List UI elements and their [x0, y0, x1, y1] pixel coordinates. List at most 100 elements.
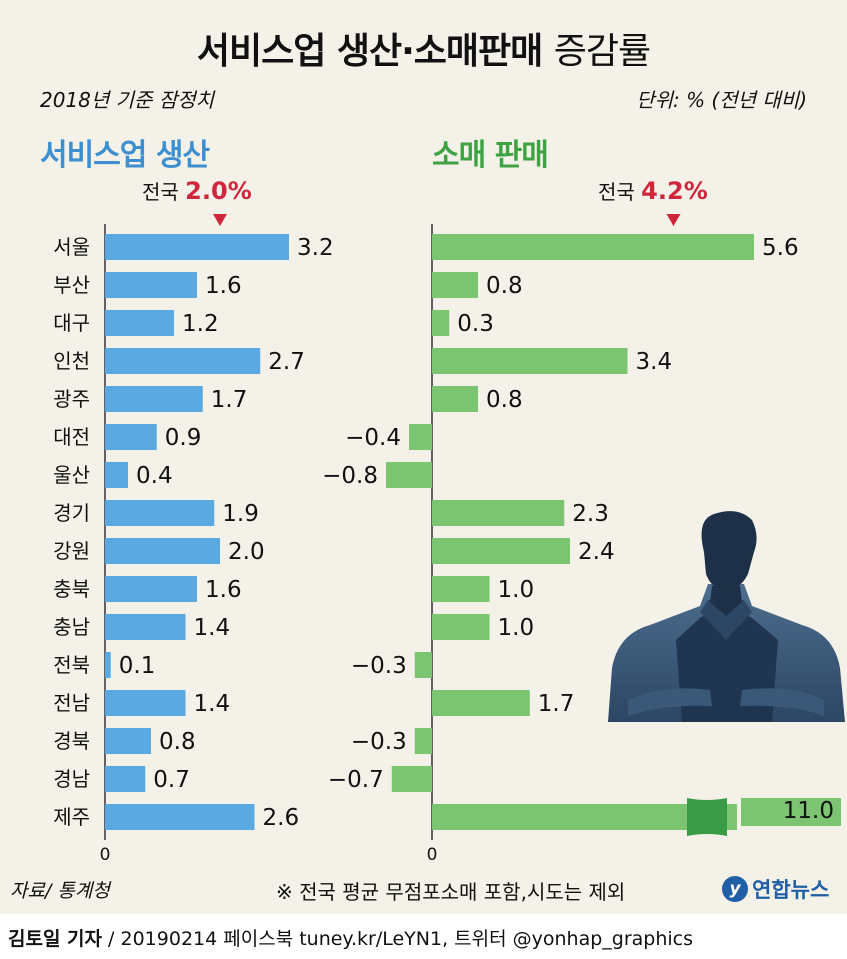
- yonhap-logo: y 연합뉴스: [722, 874, 829, 904]
- retail-bar: [391, 766, 432, 792]
- data-source: 자료/ 통계청: [10, 880, 110, 902]
- category-label: 경북: [53, 729, 90, 753]
- services-value-label: 1.4: [194, 691, 231, 717]
- retail-bar: [432, 804, 737, 830]
- credits-line: / 20190214 페이스북 tuney.kr/LeYN1, 트위터 @yon…: [102, 928, 694, 950]
- person-silhouette-illustration: [608, 511, 845, 722]
- category-label: 대구: [53, 311, 90, 335]
- services-national: 전국 2.0%: [142, 176, 252, 205]
- services-bar: [105, 804, 255, 830]
- services-value-label: 1.7: [211, 387, 248, 413]
- services-value-label: 0.1: [119, 653, 156, 679]
- yonhap-logo-icon: y: [722, 876, 748, 902]
- services-value-label: 2.7: [268, 349, 305, 375]
- services-bar: [105, 234, 289, 260]
- retail-bar-extension: [741, 798, 841, 826]
- services-zero-tick-label: 0: [100, 845, 111, 865]
- services-bar: [105, 766, 146, 792]
- services-bar: [105, 652, 111, 678]
- services-value-label: 0.9: [165, 425, 202, 451]
- services-bar: [105, 424, 157, 450]
- category-label: 전북: [53, 653, 90, 677]
- services-value-label: 0.8: [159, 729, 196, 755]
- retail-bar: [432, 576, 490, 602]
- retail-value-label: 5.6: [762, 235, 799, 261]
- category-label: 대전: [53, 425, 90, 449]
- category-label: 충북: [53, 577, 90, 601]
- retail-value-label: −0.3: [351, 729, 407, 755]
- retail-national-marker: [666, 214, 681, 226]
- category-label: 제주: [53, 805, 90, 829]
- services-panel-title: 서비스업 생산: [40, 138, 210, 173]
- chart-title: 서비스업 생산·소매판매 증감률: [0, 22, 847, 74]
- retail-bar: [432, 500, 565, 526]
- retail-national-value: 4.2%: [641, 177, 708, 205]
- services-national-marker: [213, 214, 227, 226]
- services-value-label: 2.0: [228, 539, 265, 565]
- retail-value-label: 1.7: [538, 691, 575, 717]
- category-label: 충남: [53, 615, 90, 639]
- services-value-label: 0.4: [136, 463, 173, 489]
- services-bar: [105, 728, 151, 754]
- services-national-label: 전국: [142, 180, 179, 204]
- services-value-label: 1.4: [194, 615, 231, 641]
- services-bar: [105, 500, 215, 526]
- footnote: ※ 전국 평균 무점포소매 포함,시도는 제외: [276, 880, 626, 904]
- retail-value-label: −0.3: [351, 653, 407, 679]
- basis-note: 2018년 기준 잠정치: [40, 88, 215, 112]
- services-value-label: 1.6: [205, 273, 242, 299]
- services-bar: [105, 272, 197, 298]
- credits-bar: [0, 914, 847, 959]
- retail-bar-break-indicator: [687, 798, 727, 836]
- services-bar: [105, 462, 128, 488]
- retail-value-label: 0.3: [457, 311, 494, 337]
- retail-value-label: 1.0: [498, 615, 535, 641]
- retail-bar: [414, 652, 432, 678]
- title-bold: 서비스업 생산·소매판매: [196, 31, 543, 72]
- retail-zero-tick-label: 0: [427, 845, 438, 865]
- category-label: 인천: [53, 349, 90, 373]
- retail-bar: [432, 272, 478, 298]
- retail-value-label: 1.0: [498, 577, 535, 603]
- services-bar: [105, 538, 220, 564]
- retail-value-label: 2.3: [572, 501, 609, 527]
- services-bar: [105, 576, 197, 602]
- services-value-label: 0.7: [153, 767, 190, 793]
- services-national-value: 2.0%: [185, 177, 252, 205]
- category-label: 경남: [53, 767, 90, 791]
- title-light: 증감률: [553, 31, 651, 72]
- retail-national: 전국 4.2%: [598, 176, 708, 205]
- retail-value-label: −0.4: [345, 425, 401, 451]
- category-label: 부산: [53, 273, 90, 297]
- category-label: 광주: [53, 387, 90, 411]
- credits-text: 김토일 기자 / 20190214 페이스북 tuney.kr/LeYN1, 트…: [8, 924, 693, 951]
- retail-value-label: −0.7: [328, 767, 384, 793]
- retail-bar: [432, 310, 450, 336]
- retail-bar: [432, 614, 490, 640]
- unit-note: 단위: % (전년 대비): [636, 88, 807, 112]
- retail-bar: [432, 538, 570, 564]
- retail-bar: [432, 234, 754, 260]
- retail-national-label: 전국: [598, 180, 635, 204]
- category-label: 울산: [53, 463, 90, 487]
- logo-text: 연합뉴스: [752, 878, 830, 902]
- reporter-name: 김토일 기자: [8, 928, 103, 950]
- retail-value-label: 3.4: [636, 349, 673, 375]
- services-value-label: 1.6: [205, 577, 242, 603]
- services-bar: [105, 386, 203, 412]
- retail-bar: [414, 728, 432, 754]
- category-label: 전남: [53, 691, 90, 715]
- retail-bar: [432, 690, 530, 716]
- services-bar: [105, 348, 261, 374]
- retail-value-label: 0.8: [486, 273, 523, 299]
- retail-value-label: 11.0: [783, 798, 834, 824]
- retail-bar: [386, 462, 432, 488]
- services-bar: [105, 614, 186, 640]
- services-value-label: 1.9: [222, 501, 259, 527]
- retail-bar: [432, 386, 478, 412]
- category-label: 경기: [53, 501, 90, 525]
- services-value-label: 3.2: [297, 235, 334, 261]
- retail-value-label: 0.8: [486, 387, 523, 413]
